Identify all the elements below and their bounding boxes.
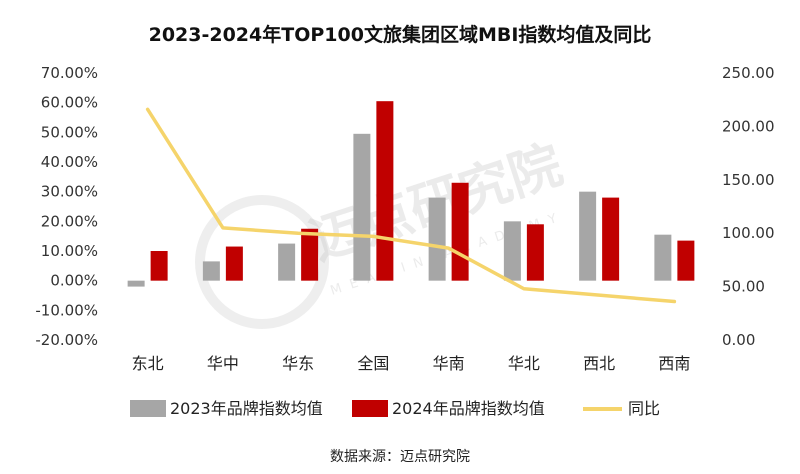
right-tick-label: 150.00 [722,171,775,189]
bar-2024 [150,251,168,281]
right-tick-label: 200.00 [722,117,775,135]
bar-2023 [579,191,597,281]
right-tick-label: 250.00 [722,64,775,82]
bar-2024 [526,224,544,281]
left-tick-label: 30.00% [41,183,98,201]
bar-2024 [301,228,319,281]
left-tick-label: -20.00% [35,331,98,349]
bar-2023 [278,243,296,281]
legend-swatch-2024 [352,400,388,417]
left-tick-label: 60.00% [41,94,98,112]
left-tick-label: 70.00% [41,64,98,82]
left-tick-label: 40.00% [41,153,98,171]
left-tick-label: -10.00% [35,301,98,319]
category-label: 东北 [132,354,164,373]
source-note: 数据来源：迈点研究院 [330,449,470,465]
bar-2023 [503,221,521,281]
bar-group [127,101,695,287]
legend-label-2024: 2024年品牌指数均值 [392,399,545,418]
left-tick-label: 50.00% [41,123,98,141]
left-tick-label: 10.00% [41,242,98,260]
right-tick-label: 100.00 [722,224,775,242]
right-tick-label: 50.00 [722,278,765,296]
bar-2023 [654,234,672,281]
category-label: 华东 [282,354,314,373]
bar-2023 [428,197,446,281]
category-label: 华北 [508,354,540,373]
right-tick-label: 0.00 [722,331,755,349]
category-label: 西北 [583,354,615,373]
category-label: 华中 [207,354,239,373]
category-label: 全国 [357,354,389,373]
legend-label-2023: 2023年品牌指数均值 [170,399,323,418]
bar-2024 [451,182,469,281]
right-axis: 0.00 50.00 100.00 150.00 200.00 250.00 [722,64,775,349]
bar-2024 [225,246,243,281]
legend: 2023年品牌指数均值 2024年品牌指数均值 同比 [130,399,660,418]
chart-title: 2023-2024年TOP100文旅集团区域MBI指数均值及同比 [149,23,652,46]
bar-2023 [353,133,371,281]
line-series [145,107,677,304]
category-label: 华南 [433,354,465,373]
left-tick-label: 0.00% [50,272,98,290]
bar-2023 [202,261,220,281]
bar-2024 [677,240,695,281]
category-axis: 东北 华中 华东 全国 华南 华北 西北 西南 [132,354,691,373]
left-tick-label: 20.00% [41,212,98,230]
yoy-line [145,107,677,304]
left-axis: -20.00% -10.00% 0.00% 10.00% 20.00% 30.00% 40.… [35,64,98,349]
bar-2024 [376,101,394,281]
category-label: 西南 [658,354,690,373]
bar-2024 [602,197,620,281]
legend-label-yoy: 同比 [628,399,660,418]
bar-2023 [127,280,145,287]
legend-swatch-2023 [130,400,166,417]
